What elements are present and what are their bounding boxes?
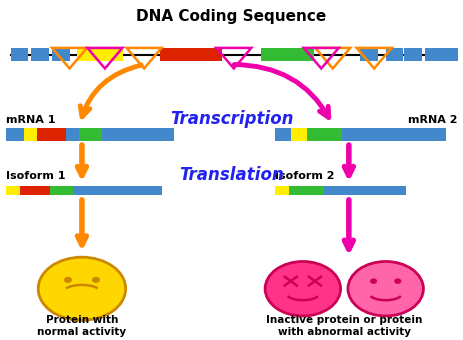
Bar [324, 186, 407, 196]
Text: Transcription: Transcription [170, 109, 293, 128]
Bar [20, 186, 50, 196]
Bar [386, 48, 403, 61]
Bar [73, 186, 163, 196]
Text: Isoform 1: Isoform 1 [6, 171, 65, 181]
Text: mRNA 1: mRNA 1 [6, 115, 56, 125]
Bar [50, 186, 73, 196]
Bar [38, 128, 66, 140]
Bar [262, 48, 314, 61]
Text: Isoform 2: Isoform 2 [275, 171, 335, 181]
Circle shape [371, 279, 376, 283]
Circle shape [348, 261, 423, 316]
Bar [11, 48, 28, 61]
Bar [404, 48, 422, 61]
Text: DNA Coding Sequence: DNA Coding Sequence [137, 9, 326, 24]
Text: Protein with
normal activity: Protein with normal activity [38, 316, 126, 337]
Circle shape [395, 279, 400, 283]
Circle shape [265, 261, 341, 316]
Bar [79, 128, 102, 140]
Bar [66, 128, 79, 140]
Bar [342, 128, 445, 140]
Circle shape [65, 277, 71, 282]
Bar [275, 128, 291, 140]
Bar [291, 128, 307, 140]
Bar [289, 186, 324, 196]
Bar [360, 48, 378, 61]
Bar [31, 48, 49, 61]
Bar [25, 128, 38, 140]
Bar [160, 48, 222, 61]
Bar [77, 48, 123, 61]
Circle shape [93, 277, 99, 282]
Bar [441, 48, 458, 61]
Bar [275, 186, 289, 196]
Bar [6, 186, 20, 196]
Circle shape [38, 257, 125, 320]
Bar [425, 48, 442, 61]
Bar [6, 128, 25, 140]
Text: mRNA 2: mRNA 2 [407, 115, 457, 125]
Text: Translation: Translation [179, 167, 284, 185]
Text: Inactive protein or protein
with abnormal activity: Inactive protein or protein with abnorma… [266, 316, 422, 337]
Bar [307, 128, 342, 140]
Bar [102, 128, 174, 140]
Bar [52, 48, 69, 61]
